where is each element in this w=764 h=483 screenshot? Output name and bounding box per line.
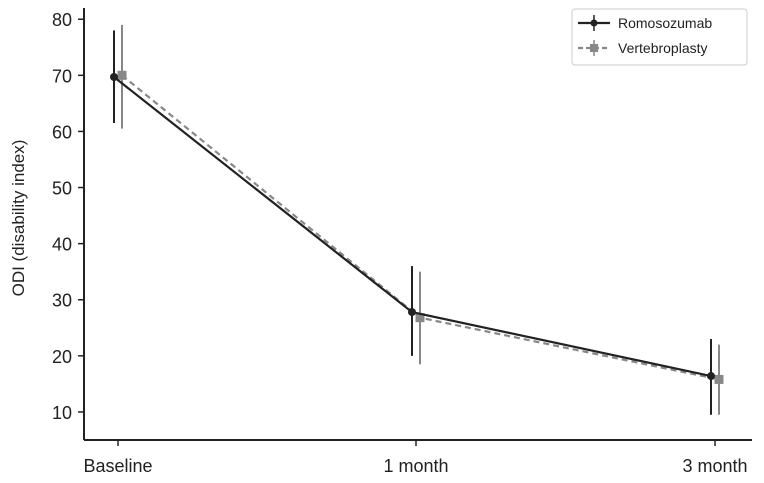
x-tick-label: Baseline [83,456,152,476]
series-vertebroplasty [117,24,724,415]
y-tick-label: 60 [52,122,72,142]
data-point-romosozumab [408,308,416,317]
y-tick-label: 20 [52,347,72,367]
y-tick-label: 50 [52,179,72,199]
y-tick-label: 40 [52,235,72,255]
x-tick-label: 3 month [682,456,747,476]
data-point-vertebroplasty [117,70,127,80]
x-tick-label: 1 month [383,456,448,476]
legend-label-vertebroplasty: Vertebroplasty [618,40,708,56]
y-tick-label: 10 [52,403,72,423]
y-tick-label: 30 [52,291,72,311]
legend: Romosozumab Vertebroplasty [571,8,748,66]
series-layer [110,24,724,415]
y-tick-label: 70 [52,66,72,86]
axes: 10 20 30 40 50 60 70 80 Baseline 1 month 3 month [52,8,752,476]
y-tick-label: 80 [52,10,72,30]
data-point-romosozumab [110,73,118,82]
data-point-romosozumab [707,372,715,381]
data-point-vertebroplasty [714,374,724,384]
y-axis-title: ODI (disability index) [9,140,28,297]
data-point-vertebroplasty [415,313,425,323]
legend-marker-romosozumab [590,19,598,27]
series-romosozumab [110,30,715,415]
legend-label-romosozumab: Romosozumab [618,15,712,31]
legend-marker-vertebroplasty [590,44,598,52]
legend-box [571,8,748,66]
